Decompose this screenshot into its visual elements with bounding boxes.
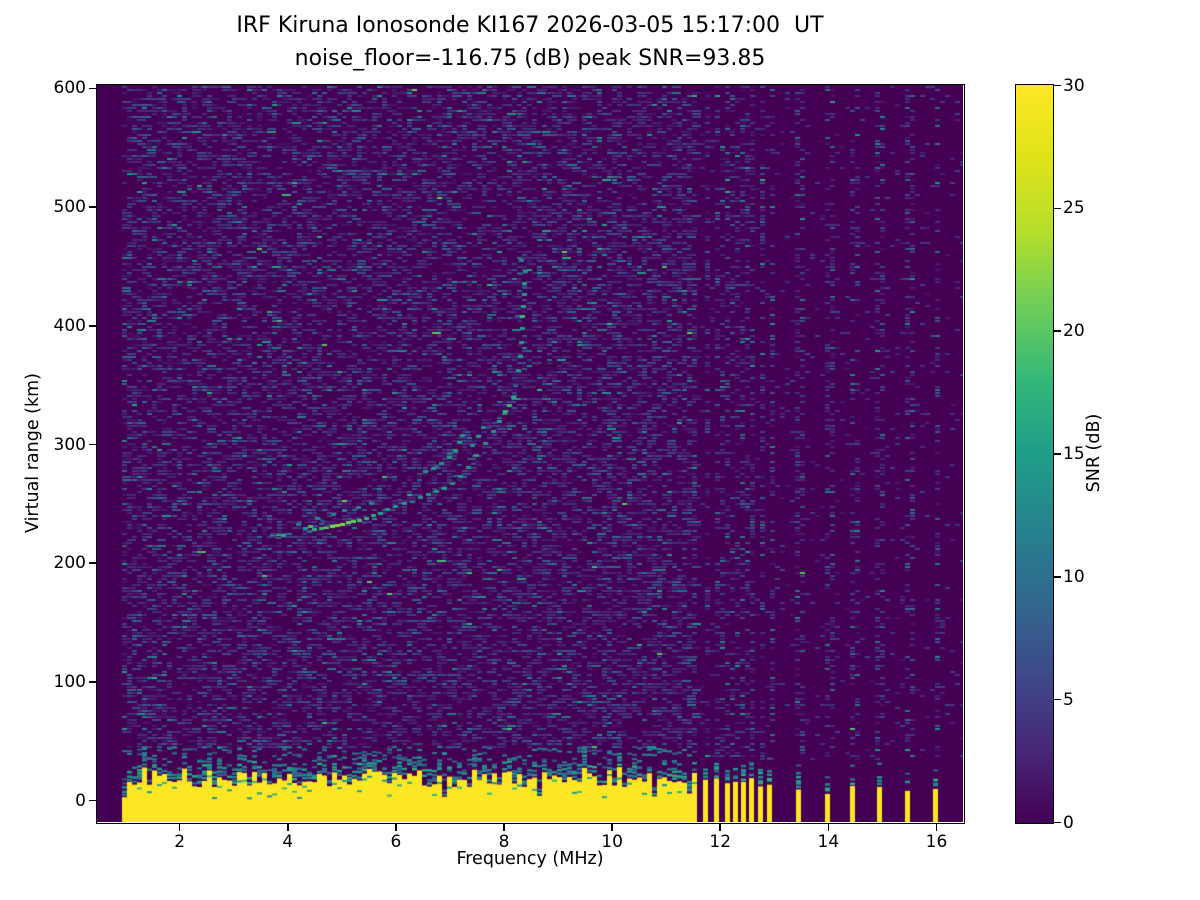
y-tick-label: 300 <box>53 434 86 455</box>
x-tick-mark <box>719 824 721 831</box>
chart-subtitle: noise_floor=-116.75 (dB) peak SNR=93.85 <box>294 46 766 71</box>
y-tick-label: 400 <box>53 315 86 336</box>
y-tick-mark <box>89 206 96 208</box>
y-tick-label: 0 <box>75 790 86 811</box>
x-tick-mark <box>178 824 181 831</box>
y-tick-mark <box>89 681 96 683</box>
colorbar-tick-mark <box>1054 330 1061 332</box>
colorbar-tick-mark <box>1054 698 1061 701</box>
y-tick-label: 500 <box>53 197 86 218</box>
colorbar-tick-label: 10 <box>1063 566 1085 587</box>
x-tick-label: 6 <box>390 832 402 852</box>
x-tick-mark <box>827 824 830 831</box>
y-tick-label: 200 <box>53 553 86 574</box>
colorbar-tick-label: 25 <box>1063 198 1085 219</box>
x-tick-label: 14 <box>817 832 840 852</box>
colorbar-tick-mark <box>1054 821 1061 824</box>
colorbar-tick-mark <box>1054 453 1061 455</box>
x-tick-label: 16 <box>925 832 948 852</box>
colorbar <box>1015 84 1054 824</box>
y-tick-mark <box>89 325 96 327</box>
x-tick-label: 12 <box>709 832 732 852</box>
y-tick-mark <box>89 799 96 802</box>
x-tick-label: 8 <box>498 832 510 852</box>
colorbar-tick-label: 0 <box>1063 812 1074 833</box>
y-tick-label: 600 <box>53 78 86 99</box>
x-tick-mark <box>935 824 938 831</box>
colorbar-tick-label: 20 <box>1063 321 1085 342</box>
plot-area <box>96 84 965 824</box>
x-tick-label: 10 <box>601 832 623 852</box>
y-tick-mark <box>89 443 96 446</box>
x-tick-label: 4 <box>282 832 294 852</box>
ionogram-heatmap-canvas <box>97 85 963 822</box>
colorbar-tick-label: 5 <box>1063 689 1074 710</box>
y-tick-mark <box>89 562 96 564</box>
y-tick-label: 100 <box>53 671 86 692</box>
colorbar-gradient <box>1016 85 1053 823</box>
colorbar-tick-label: 15 <box>1063 444 1085 464</box>
x-tick-mark <box>395 824 397 831</box>
y-tick-mark <box>89 87 96 90</box>
colorbar-tick-label: 30 <box>1063 75 1085 96</box>
x-tick-mark <box>503 824 505 831</box>
colorbar-tick-mark <box>1054 84 1061 87</box>
x-tick-mark <box>287 824 289 831</box>
x-tick-mark <box>611 824 613 831</box>
colorbar-tick-mark <box>1054 207 1061 210</box>
x-tick-label: 2 <box>174 832 186 852</box>
colorbar-tick-mark <box>1054 576 1061 578</box>
chart-title: IRF Kiruna Ionosonde KI167 2026-03-05 15… <box>236 13 824 38</box>
x-axis-label: Frequency (MHz) <box>456 849 604 869</box>
